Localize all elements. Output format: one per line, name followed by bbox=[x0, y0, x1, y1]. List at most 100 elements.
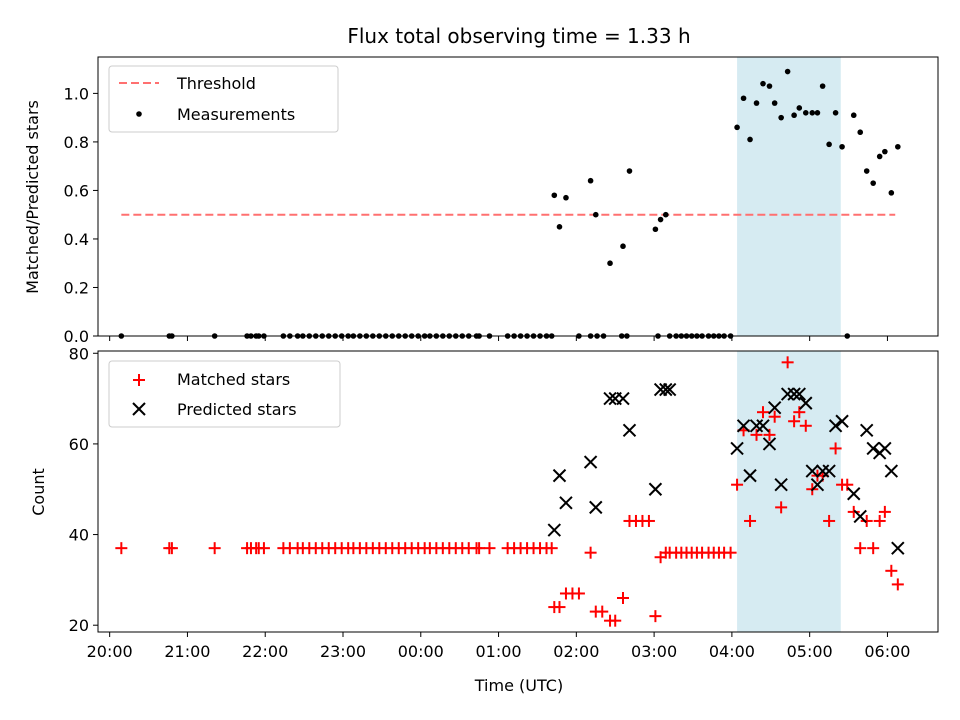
top-legend: Threshold Measurements bbox=[108, 65, 339, 133]
measurement-point bbox=[563, 194, 569, 201]
measurement-point bbox=[809, 110, 816, 116]
predicted-star-point bbox=[616, 391, 630, 406]
bottom-legend: Matched stars Predicted stars bbox=[108, 360, 341, 428]
predicted-star-point bbox=[743, 468, 757, 483]
predicted-star-point bbox=[835, 414, 849, 428]
measurement-point bbox=[376, 333, 383, 339]
measurement-point bbox=[551, 192, 558, 199]
matched-star-point bbox=[617, 592, 629, 605]
top-y-tick-label: 0.4 bbox=[64, 230, 89, 249]
matched-star-point bbox=[165, 542, 178, 555]
measurement-point bbox=[857, 129, 864, 136]
matched-star-point bbox=[115, 542, 128, 555]
predicted-star-point bbox=[799, 396, 813, 410]
predicted-star-point bbox=[859, 423, 874, 438]
legend-matched-marker bbox=[133, 374, 145, 386]
measurement-point bbox=[446, 333, 453, 339]
measurement-point bbox=[727, 333, 734, 339]
measurement-point bbox=[882, 148, 888, 155]
predicted-star-point bbox=[787, 387, 801, 401]
measurement-point bbox=[620, 243, 626, 250]
bottom-x-tick-label: 04:00 bbox=[709, 642, 755, 661]
matched-star-point bbox=[553, 601, 566, 614]
matched-star-point bbox=[744, 514, 757, 527]
measurement-point bbox=[710, 333, 717, 339]
top-y-tick-label: 0.2 bbox=[64, 278, 89, 297]
predicted-star-point bbox=[780, 387, 795, 401]
legend-predicted-marker bbox=[132, 402, 146, 416]
measurement-point bbox=[421, 333, 428, 339]
bottom-panel: 20 40 60 80 20:00 21:00 22:00 23:00 00:00 01:00 0… bbox=[29, 344, 939, 695]
predicted-star-point bbox=[648, 482, 663, 496]
measurement-point bbox=[694, 333, 700, 339]
predicted-star-point bbox=[822, 464, 836, 478]
measurement-point bbox=[415, 333, 421, 339]
matched-star-point bbox=[750, 428, 763, 441]
matched-star-point bbox=[483, 542, 496, 555]
measurement-point bbox=[211, 333, 218, 339]
chart-title: Flux total observing time = 1.33 h bbox=[347, 24, 690, 48]
measurement-point bbox=[345, 333, 351, 339]
measurement-point bbox=[440, 333, 446, 339]
measurement-point bbox=[248, 333, 254, 339]
predicted-star-point bbox=[583, 455, 598, 469]
bottom-legend-frame bbox=[108, 360, 341, 428]
measurement-point bbox=[791, 112, 797, 119]
predicted-star-point bbox=[552, 468, 567, 483]
legend-matched-label: Matched stars bbox=[177, 370, 290, 389]
measurement-point bbox=[261, 333, 267, 339]
measurement-point bbox=[784, 68, 791, 75]
predicted-star-point bbox=[762, 437, 777, 451]
predicted-star-point bbox=[749, 419, 764, 433]
matched-star-point bbox=[860, 514, 873, 527]
measurement-point bbox=[587, 177, 594, 184]
measurement-point bbox=[594, 333, 600, 339]
measurement-point bbox=[300, 333, 306, 339]
predicted-star-point bbox=[767, 400, 782, 415]
measurement-point bbox=[814, 110, 821, 116]
measurement-point bbox=[734, 124, 740, 131]
predicted-star-point bbox=[736, 419, 751, 433]
measurement-point bbox=[740, 95, 747, 102]
measurement-point bbox=[655, 333, 661, 339]
predicted-star-point bbox=[659, 382, 673, 397]
top-y-tick-label: 1.0 bbox=[64, 84, 89, 103]
x-axis-label: Time (UTC) bbox=[474, 676, 563, 695]
measurement-point bbox=[721, 333, 727, 339]
measurement-point bbox=[766, 83, 773, 89]
measurement-point bbox=[657, 216, 664, 223]
measurement-point bbox=[459, 333, 466, 339]
bottom-y-tick-label: 20 bbox=[69, 616, 89, 635]
matched-star-point bbox=[873, 514, 886, 527]
bottom-x-tick-label: 06:00 bbox=[864, 642, 910, 661]
predicted-star-point bbox=[547, 523, 562, 537]
predicted-star-point bbox=[603, 391, 617, 406]
measurement-point bbox=[370, 333, 376, 339]
measurement-point bbox=[876, 153, 883, 160]
predicted-star-point bbox=[589, 500, 603, 515]
matched-star-point bbox=[572, 587, 585, 600]
matched-star-point bbox=[854, 542, 867, 555]
measurement-point bbox=[587, 333, 594, 339]
measurement-point bbox=[118, 333, 125, 339]
measurement-point bbox=[652, 226, 659, 233]
matched-star-point bbox=[829, 442, 842, 455]
predicted-star-point bbox=[756, 419, 770, 433]
measurement-point bbox=[826, 141, 832, 148]
top-y-axis-label: Matched/Predicted stars bbox=[23, 100, 42, 294]
measurement-point bbox=[511, 333, 517, 339]
top-shaded-region bbox=[737, 57, 841, 336]
measurement-point bbox=[433, 333, 440, 339]
measurement-point bbox=[705, 333, 712, 339]
measurement-point bbox=[556, 224, 563, 230]
predicted-star-point bbox=[805, 464, 819, 478]
measurement-point bbox=[452, 333, 459, 339]
measurement-point bbox=[504, 333, 511, 339]
predicted-star-point bbox=[828, 419, 843, 433]
measurement-point bbox=[624, 333, 630, 339]
measurement-point bbox=[524, 333, 530, 339]
top-x-axis-ticks bbox=[109, 336, 888, 341]
measurement-point bbox=[895, 143, 901, 150]
matched-star-point bbox=[763, 428, 776, 441]
